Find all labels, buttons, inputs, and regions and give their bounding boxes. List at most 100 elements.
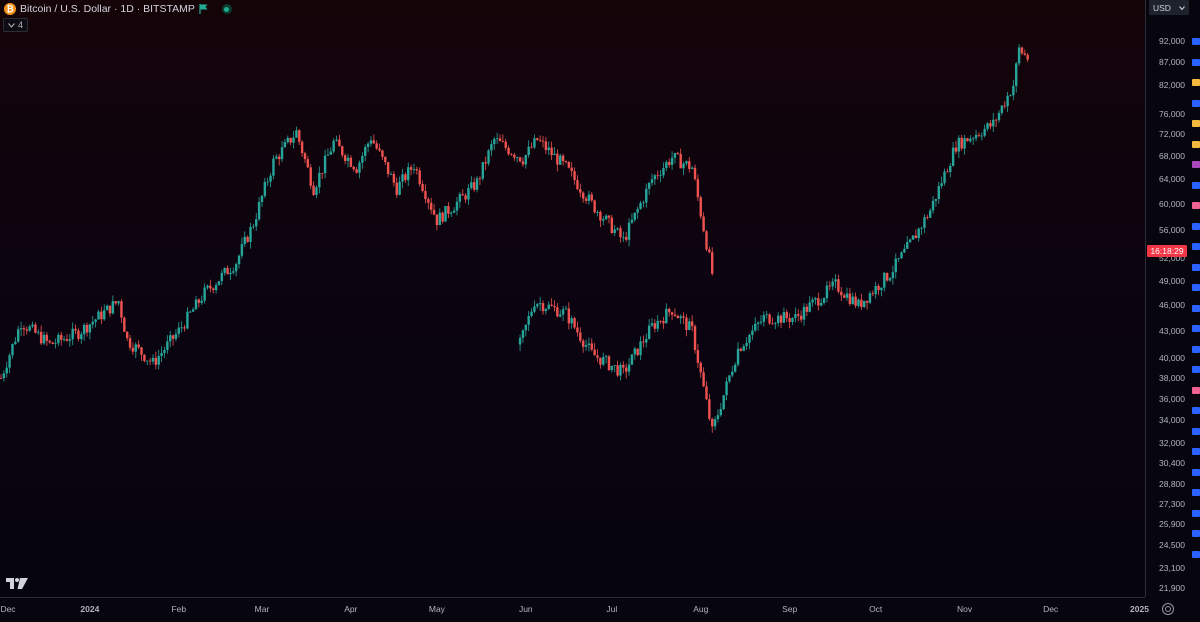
alert-marker[interactable] — [1192, 222, 1200, 230]
currency-select[interactable]: USD — [1149, 0, 1189, 15]
alert-marker[interactable] — [1192, 386, 1200, 394]
candle-body — [553, 153, 556, 156]
alert-marker[interactable] — [1192, 79, 1200, 86]
candle — [392, 170, 396, 187]
chart-pane[interactable]: ₿ Bitcoin / U.S. Dollar · 1D · BITSTAMP … — [0, 0, 1145, 597]
candle — [682, 161, 685, 175]
alert-marker[interactable] — [1192, 550, 1200, 558]
candle — [1017, 44, 1021, 66]
alert-marker[interactable] — [1192, 140, 1200, 148]
candle-body — [624, 367, 628, 372]
candle-body — [782, 312, 786, 323]
alert-marker[interactable] — [1192, 489, 1200, 496]
candle — [980, 132, 983, 141]
candle — [963, 134, 966, 155]
alert-marker[interactable] — [1192, 58, 1200, 66]
candle — [341, 145, 344, 158]
alert-marker[interactable] — [1192, 427, 1200, 435]
candle — [883, 271, 886, 292]
candle — [51, 341, 54, 345]
candle-body — [825, 285, 829, 299]
candle-body — [659, 320, 662, 322]
candle-body — [88, 324, 92, 333]
candle — [120, 299, 123, 324]
candle — [74, 324, 77, 335]
alert-marker[interactable] — [1192, 407, 1200, 414]
alert-marker[interactable] — [1192, 284, 1200, 291]
market-status-icon[interactable] — [221, 4, 232, 14]
candle-body — [467, 188, 470, 200]
alert-marker[interactable] — [1192, 38, 1200, 45]
candle-body — [771, 323, 774, 325]
candle-body — [48, 340, 51, 343]
candle-body — [544, 141, 548, 151]
candle — [903, 244, 906, 254]
candle-body — [478, 178, 482, 180]
candle-body — [573, 171, 576, 181]
candle-body — [607, 215, 611, 218]
alerts-strip[interactable] — [1189, 0, 1200, 621]
time-axis[interactable]: Dec 2024 Feb Mar Apr May Jun Jul Aug Sep Oct Nov Dec… — [0, 597, 1149, 622]
candle-body — [708, 249, 711, 253]
symbol-legend[interactable]: ₿ Bitcoin / U.S. Dollar · 1D · BITSTAMP — [4, 2, 232, 16]
candle-body — [599, 211, 602, 221]
candle — [277, 154, 281, 166]
candle-body — [438, 212, 441, 226]
alert-marker[interactable] — [1192, 448, 1200, 455]
candle-body — [576, 327, 579, 333]
price-scale[interactable]: 92,000 87,000 82,000 76,000 72,000 68,000 64,0… — [1145, 0, 1190, 597]
tradingview-logo-icon[interactable] — [6, 578, 28, 590]
price-tick-label: 43,000 — [1159, 325, 1185, 336]
candle-body — [602, 219, 605, 221]
time-tick-label: 2024 — [80, 604, 100, 614]
flag-icon[interactable] — [199, 4, 208, 14]
alert-marker[interactable] — [1192, 161, 1200, 168]
indicators-collapse-button[interactable]: 4 — [3, 18, 29, 32]
settings-icon[interactable] — [1162, 603, 1174, 615]
candle — [60, 331, 63, 346]
candle-body — [997, 112, 1001, 121]
alert-marker[interactable] — [1192, 345, 1200, 353]
candle — [622, 361, 625, 374]
candle — [874, 281, 877, 299]
candle-body — [613, 229, 616, 234]
candle-body — [931, 200, 935, 211]
symbol-title[interactable]: Bitcoin / U.S. Dollar · 1D · BITSTAMP — [20, 3, 195, 15]
candle-body — [656, 320, 659, 329]
candle — [378, 143, 381, 152]
alert-marker[interactable] — [1192, 263, 1200, 271]
alert-marker[interactable] — [1192, 509, 1200, 517]
alert-marker[interactable] — [1192, 366, 1200, 373]
alert-marker[interactable] — [1192, 243, 1200, 250]
candle-body — [762, 315, 766, 322]
candle — [538, 296, 542, 311]
candle-body — [837, 279, 840, 292]
alert-marker[interactable] — [1192, 304, 1200, 312]
alert-marker[interactable] — [1192, 181, 1200, 189]
candle-body — [5, 367, 8, 374]
candle-body — [518, 157, 522, 162]
candle-body — [518, 337, 522, 345]
price-chart[interactable] — [0, 0, 1145, 597]
candle — [633, 212, 636, 223]
candle-body — [599, 357, 602, 365]
candle — [986, 122, 989, 132]
candle-body — [736, 348, 740, 365]
candle — [607, 215, 611, 224]
candle — [166, 335, 169, 354]
candle — [607, 354, 611, 372]
candle — [602, 352, 605, 366]
candle-body — [229, 272, 232, 275]
alert-marker[interactable] — [1192, 120, 1200, 127]
alert-marker[interactable] — [1192, 468, 1200, 476]
alert-marker[interactable] — [1192, 530, 1200, 537]
candle-body — [693, 167, 697, 180]
candle-body — [315, 187, 318, 196]
alert-marker[interactable] — [1192, 202, 1200, 209]
alert-marker[interactable] — [1192, 99, 1200, 107]
candle — [774, 321, 777, 330]
candle — [688, 318, 691, 331]
alert-marker[interactable] — [1192, 325, 1200, 332]
candle-body — [604, 356, 608, 358]
candle — [630, 354, 634, 365]
